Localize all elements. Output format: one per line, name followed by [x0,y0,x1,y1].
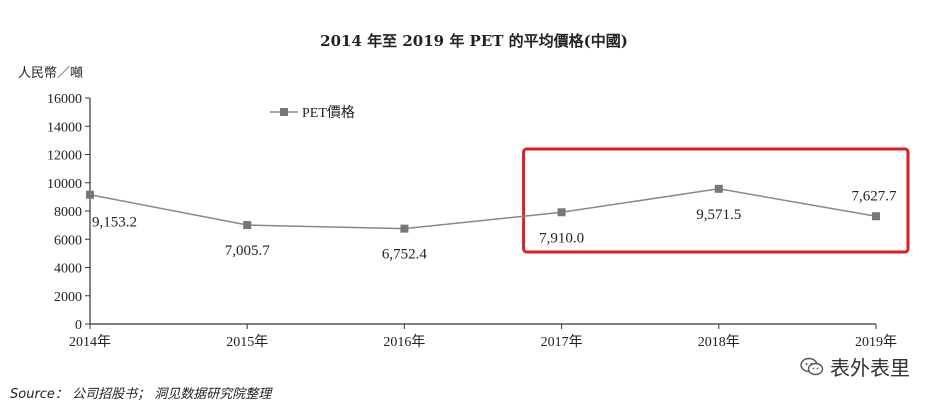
axes: 0 2000 4000 6000 8000 10000 12000 14000 16000 201… [47,92,897,350]
data-point [872,212,880,221]
data-label: 6,752.4 [382,247,428,263]
series-line [89,188,877,230]
watermark: 表外表里 [800,352,910,381]
x-tick-label: 2014年 [69,334,111,350]
y-tick-label: 12000 [47,149,82,164]
data-point [86,190,94,199]
wechat-icon [800,357,824,377]
source-note: Source： 公司招股书； 洞见数据研究院整理 [10,387,272,402]
x-tick-label: 2018年 [698,334,740,350]
y-tick-label: 14000 [47,120,82,135]
highlight-layer [522,147,910,254]
data-point [243,221,252,230]
y-tick-label: 2000 [54,290,82,305]
data-point [557,208,566,217]
series-layer: 9,153.2 7,005.7 6,752.4 7,910.0 9,571.5 7,627… [86,184,898,263]
highlight-box [522,147,910,254]
y-axis-label: 人民幣／噸 [18,66,83,81]
y-tick-label: 10000 [47,177,82,192]
data-label: 9,153.2 [92,215,137,231]
y-tick-label: 8000 [54,205,82,220]
x-tick-label: 2017年 [541,334,583,350]
x-tick-label: 2015年 [226,334,268,350]
chart-title: 2014 年至 2019 年 PET 的平均價格(中國) [320,32,628,50]
data-point [714,184,723,193]
data-label: 9,571.5 [696,207,741,223]
y-tick-label: 0 [75,318,82,333]
legend-label: PET價格 [302,104,355,121]
data-label: 7,005.7 [225,243,271,259]
x-tick-label: 2016年 [383,334,425,350]
legend-marker [280,108,288,116]
data-label: 7,910.0 [539,230,584,246]
data-point [400,224,409,233]
legend: PET價格 [270,104,355,121]
y-tick-label: 16000 [47,92,82,107]
y-tick-label: 4000 [54,262,82,277]
x-tick-label: 2019年 [855,334,897,350]
y-tick-label: 6000 [54,233,82,248]
data-label: 7,627.7 [852,188,898,204]
watermark-text: 表外表里 [830,356,910,380]
